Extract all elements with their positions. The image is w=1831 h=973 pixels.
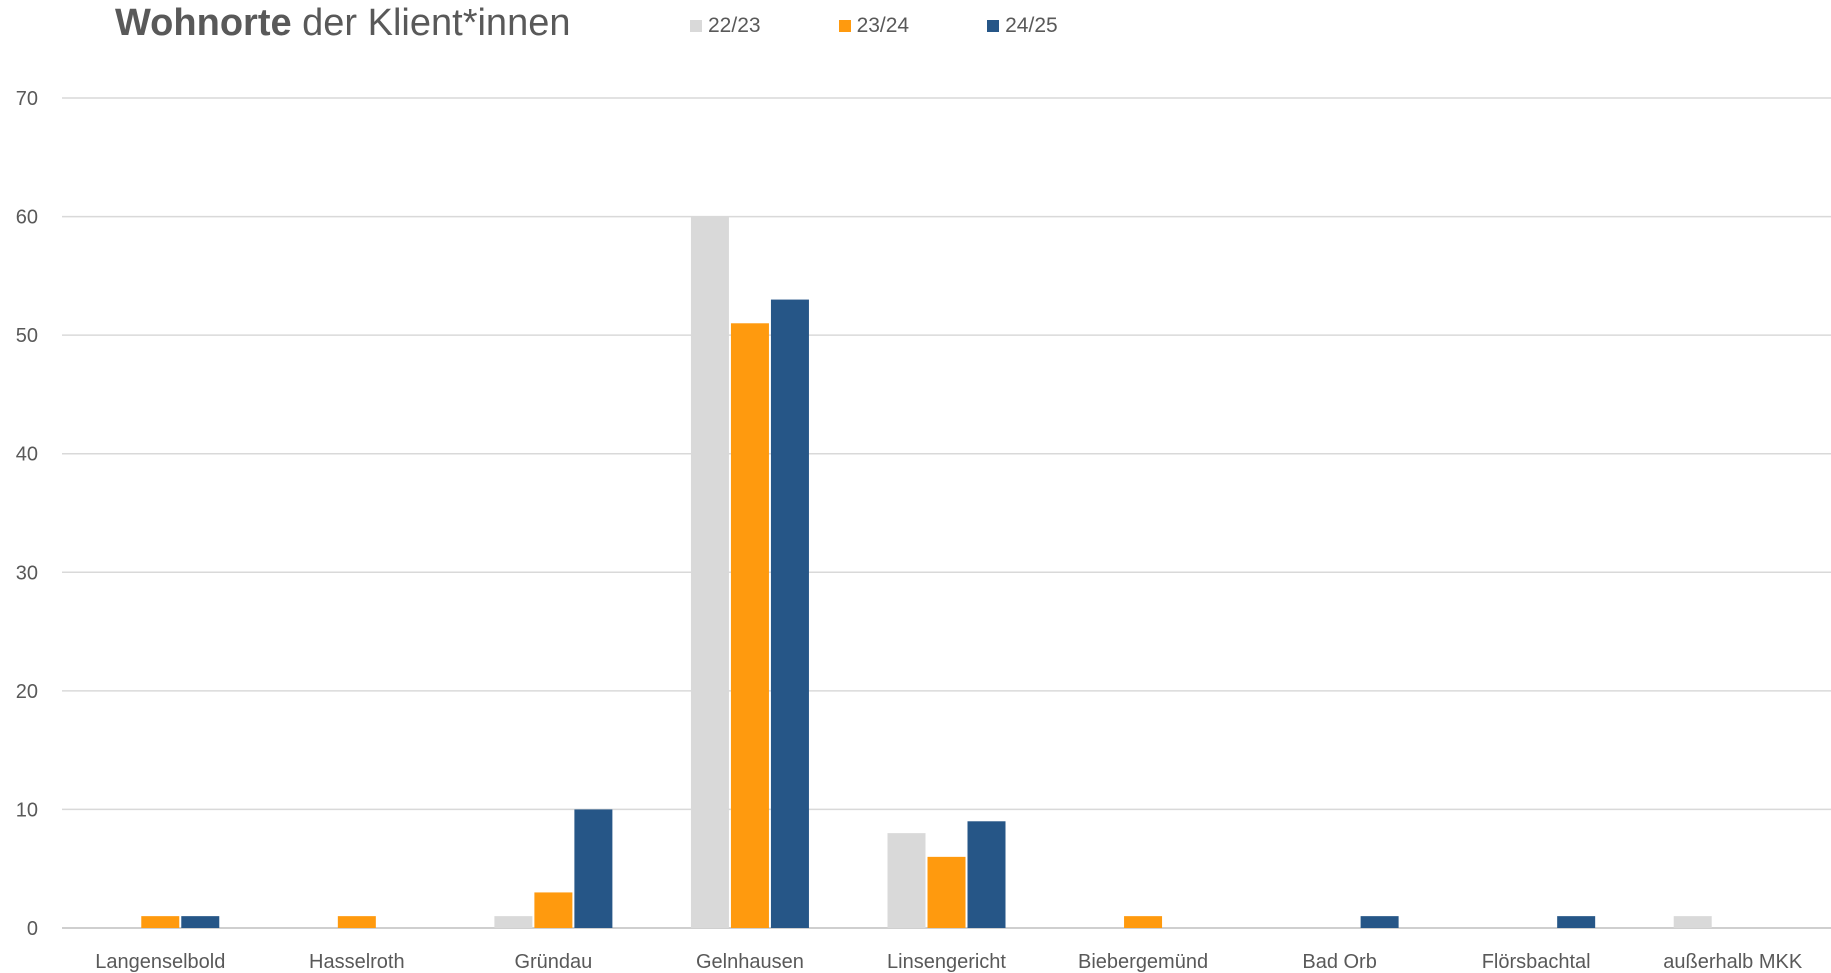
legend-item-23-24: 23/24 xyxy=(838,14,910,38)
y-tick-label: 70 xyxy=(16,88,38,110)
x-tick-label: Gelnhausen xyxy=(696,951,804,973)
chart-title: Wohnorte der Klient*innen xyxy=(115,2,570,45)
legend-swatch xyxy=(838,20,851,32)
legend-item-22-23: 22/23 xyxy=(690,14,761,38)
x-tick-label: Bad Orb xyxy=(1302,951,1376,973)
x-tick-label: außerhalb MKK xyxy=(1663,951,1803,973)
bar-24-25 xyxy=(1557,916,1596,928)
chart-legend: 22/23 23/24 24/25 xyxy=(690,14,1136,38)
bar-23-24 xyxy=(534,892,573,928)
y-tick-label: 20 xyxy=(16,681,38,703)
x-tick-label: Hasselroth xyxy=(309,951,405,973)
bar-22-23 xyxy=(1673,916,1712,928)
x-tick-label: Linsengericht xyxy=(887,951,1006,973)
bar-23-24 xyxy=(1124,916,1163,928)
y-tick-label: 40 xyxy=(16,444,38,466)
legend-label: 22/23 xyxy=(708,14,761,37)
bar-23-24 xyxy=(337,916,376,928)
chart-title-bold: Wohnorte xyxy=(115,2,292,44)
legend-label: 24/25 xyxy=(1005,14,1058,37)
legend-swatch xyxy=(690,20,702,32)
bar-24-25 xyxy=(770,299,809,929)
bar-22-23 xyxy=(887,833,926,928)
legend-item-24-25: 24/25 xyxy=(987,14,1058,38)
bar-24-25 xyxy=(1360,916,1399,928)
bar-22-23 xyxy=(494,916,533,928)
y-tick-label: 50 xyxy=(16,325,38,347)
bar-23-24 xyxy=(927,856,966,928)
y-tick-label: 30 xyxy=(16,562,38,584)
bar-23-24 xyxy=(730,323,769,928)
bar-23-24 xyxy=(141,916,180,928)
y-tick-label: 10 xyxy=(16,799,38,821)
bar-24-25 xyxy=(574,809,613,928)
x-tick-label: Gründau xyxy=(514,951,592,973)
bar-24-25 xyxy=(181,916,220,928)
x-tick-label: Flörsbachtal xyxy=(1482,951,1591,973)
chart-title-rest: der Klient*innen xyxy=(291,2,571,44)
bar-24-25 xyxy=(967,821,1006,928)
x-tick-label: Langenselbold xyxy=(95,951,225,973)
legend-swatch xyxy=(987,20,1000,32)
x-tick-label: Biebergemünd xyxy=(1078,951,1208,973)
legend-label: 23/24 xyxy=(856,14,910,37)
bar-22-23 xyxy=(690,216,729,929)
y-tick-label: 0 xyxy=(27,918,38,940)
y-tick-label: 60 xyxy=(16,207,38,229)
